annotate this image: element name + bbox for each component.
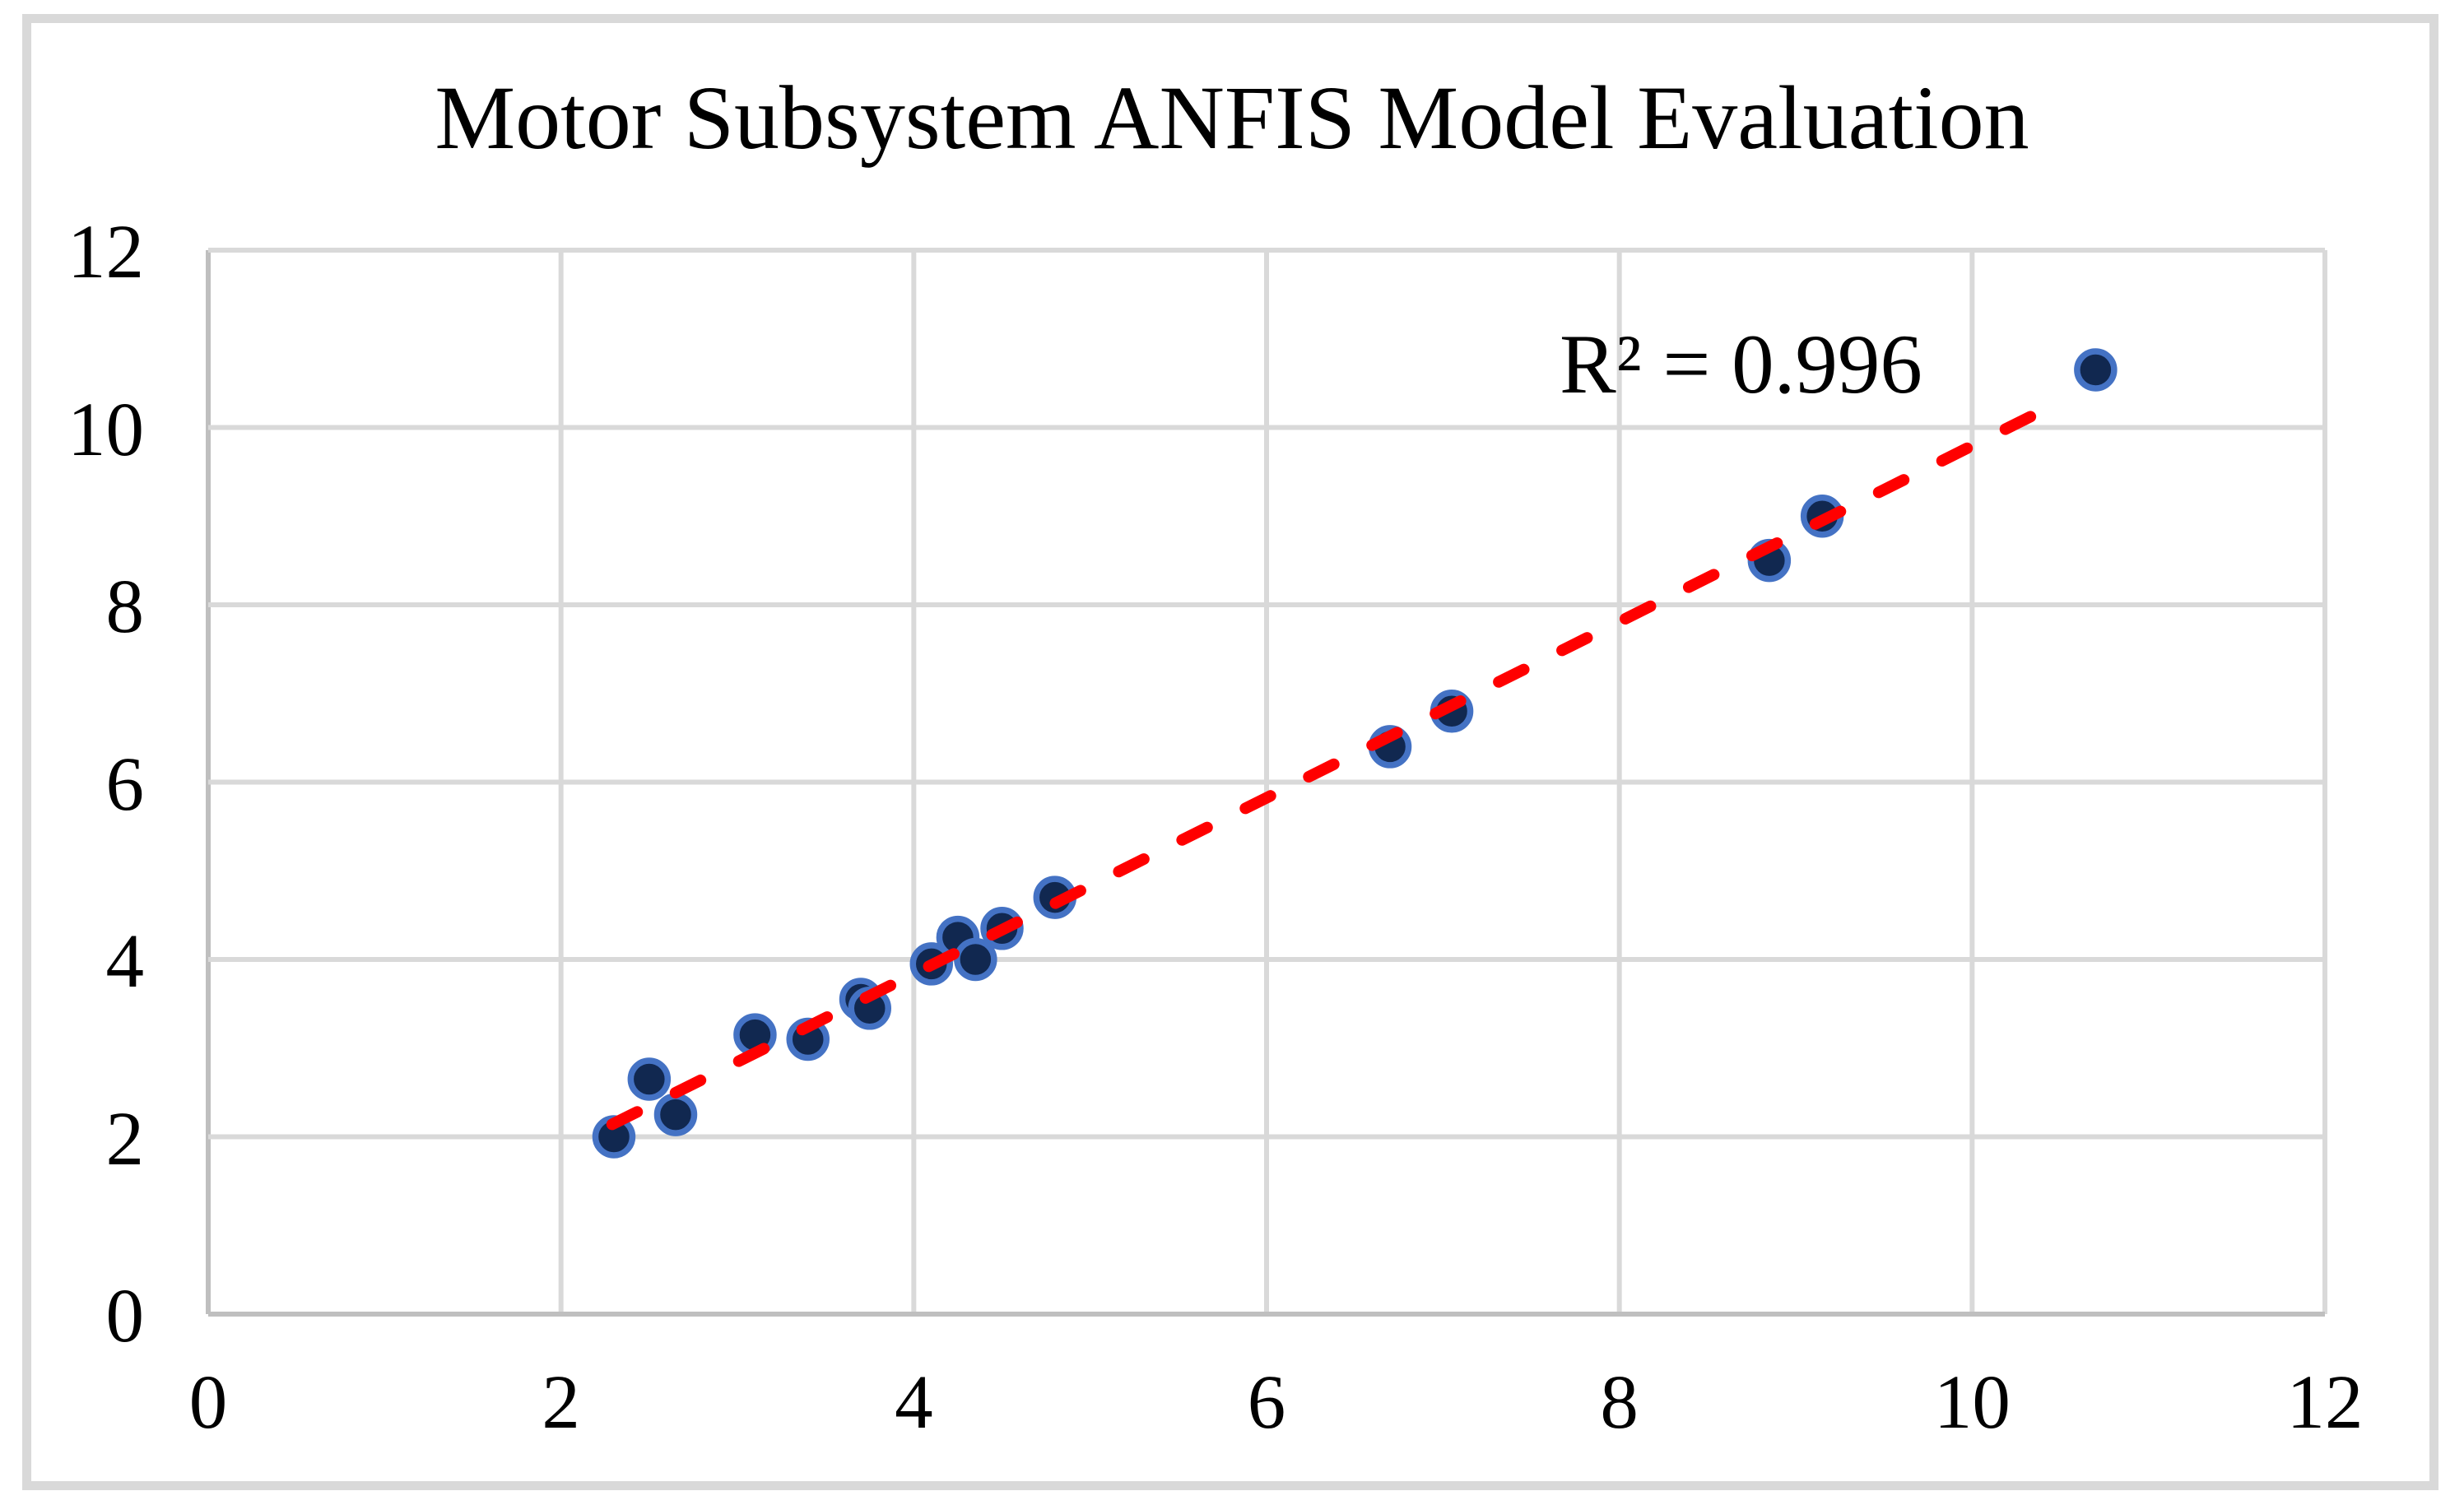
x-axis-tick-label: 12 (2286, 1360, 2364, 1445)
trendline (606, 392, 2074, 1131)
figure-border (22, 14, 2438, 1490)
x-axis-tick-label: 10 (1933, 1360, 2011, 1445)
y-axis-tick-label: 10 (67, 387, 144, 472)
scatter-point (653, 1093, 698, 1136)
x-axis-tick-label: 0 (188, 1360, 228, 1445)
y-axis-tick-label: 4 (105, 919, 145, 1004)
y-axis-tick-label: 2 (105, 1096, 145, 1182)
scatter-point (627, 1057, 672, 1101)
chart-title: Motor Subsystem ANFIS Model Evaluation (435, 67, 2029, 168)
x-axis-tick-label: 4 (895, 1360, 933, 1445)
x-axis-tick-label: 8 (1600, 1360, 1639, 1445)
scatter-point (2074, 348, 2118, 392)
x-axis-tick-label: 2 (542, 1360, 580, 1445)
y-axis-tick-label: 6 (105, 741, 145, 827)
r-squared-annotation: R² = 0.996 (1560, 318, 1922, 411)
y-axis-tick-label: 0 (105, 1274, 145, 1359)
x-axis-tick-label: 6 (1247, 1360, 1286, 1445)
y-axis-tick-label: 12 (67, 210, 144, 295)
y-axis-tick-label: 8 (105, 564, 145, 649)
scatter-point (954, 937, 997, 982)
